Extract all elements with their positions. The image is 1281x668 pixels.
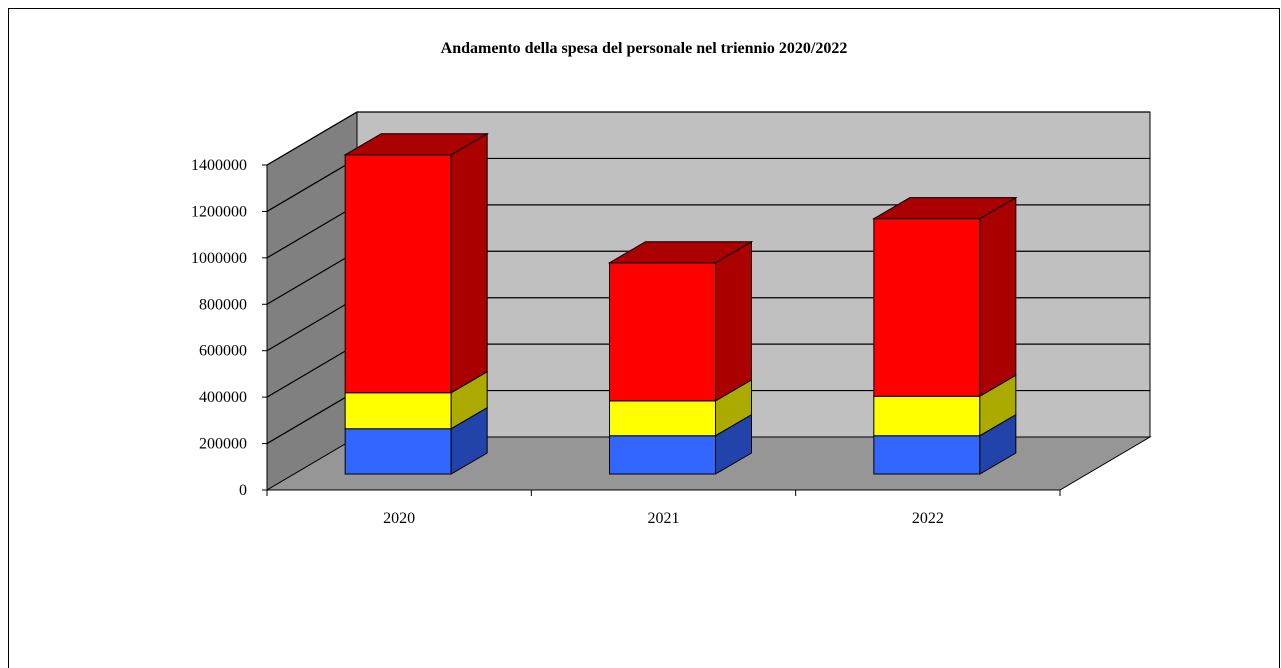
side-gridline <box>266 204 358 259</box>
x-tick-label: 2021 <box>648 510 680 527</box>
chart-axes <box>262 164 1061 496</box>
x-tick-label: 2020 <box>383 510 415 527</box>
bar-top <box>871 197 1018 220</box>
chart-gridlines <box>266 111 1150 445</box>
side-wall <box>266 111 358 491</box>
y-tick-label: 600000 <box>199 343 247 360</box>
y-tick-label: 200000 <box>199 436 247 453</box>
chart-svg: Andamento della spesa del personale nel … <box>191 40 1152 527</box>
bar-segment-front <box>344 392 452 430</box>
bar-stack-2021 <box>607 240 754 475</box>
y-tick-labels: 0 200000 400000 600000 800000 1000000 1200000 1… <box>191 157 247 499</box>
chart-bars <box>343 132 1018 475</box>
bar-stack-2022 <box>871 196 1018 475</box>
bar-segment-front <box>609 400 716 437</box>
bar-top <box>343 133 490 156</box>
y-tick-label: 0 <box>239 482 247 499</box>
y-tick-label: 1400000 <box>191 157 247 174</box>
bar-top <box>607 241 754 264</box>
bar-segment-front <box>344 428 452 475</box>
bar-segment-front <box>873 435 981 475</box>
bar-segment-front <box>609 435 716 475</box>
bar-segment-side <box>979 196 1017 398</box>
y-tick-label: 800000 <box>199 296 247 313</box>
side-gridline <box>266 297 358 352</box>
chart-frame <box>8 8 1280 668</box>
bar-segment-side <box>450 132 488 394</box>
side-gridline <box>266 157 358 212</box>
bar-stack-2020 <box>343 132 490 475</box>
side-gridline <box>266 111 358 166</box>
bar-segment-front <box>873 218 981 397</box>
y-tick-label: 1000000 <box>191 250 247 267</box>
bar-segment-front <box>344 154 452 394</box>
x-tick-labels: 2020 2021 2022 <box>383 510 944 527</box>
side-gridline <box>266 343 358 398</box>
bar-segment-front <box>873 395 981 437</box>
side-gridline <box>266 250 358 305</box>
x-tick-label: 2022 <box>912 510 944 527</box>
y-tick-label: 1200000 <box>191 203 247 220</box>
y-tick-label: 400000 <box>199 389 247 406</box>
bar-segment-front <box>609 262 716 402</box>
side-gridline <box>266 390 358 445</box>
chart-title: Andamento della spesa del personale nel … <box>441 40 848 57</box>
bar-segment-side <box>715 240 752 402</box>
